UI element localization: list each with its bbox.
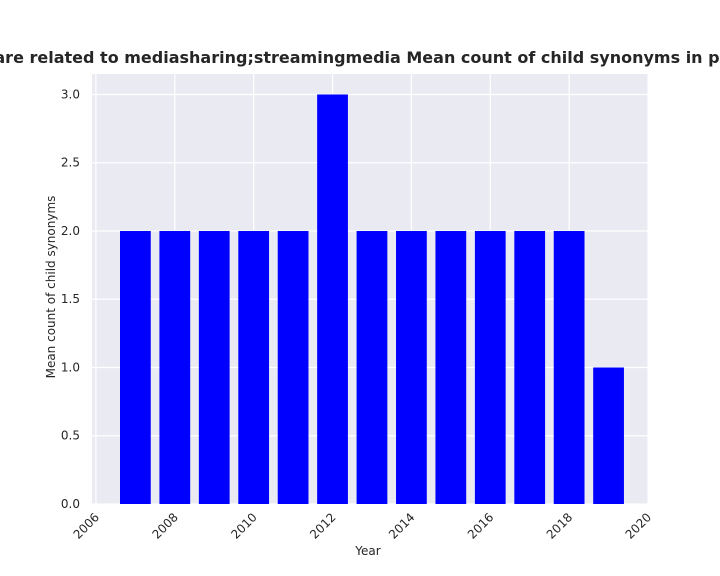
bar-2016 [474,230,506,504]
bar-2007 [119,230,151,504]
bar-2019 [593,367,624,504]
bar-2015 [435,230,467,504]
x-tick-label: 2020 [623,510,654,541]
y-tick-label: 3.0 [61,87,80,101]
bar-2013 [356,230,388,504]
bar-2014 [396,230,427,504]
chart-title: Categories are related to mediasharing;s… [0,48,720,67]
bar-2010 [238,230,270,504]
bar-2008 [159,230,191,504]
bar-2009 [198,230,230,504]
y-tick-labels: 0.0 0.5 1.0 1.5 2.0 2.5 3.0 [61,87,80,511]
x-tick-label: 2008 [149,510,180,541]
y-axis-label: Mean count of child synonyms [44,196,58,379]
x-tick-labels: 2006 2008 2010 2012 2014 2016 2018 2020 [71,510,655,541]
x-tick-label: 2016 [465,510,496,541]
y-tick-label: 2.0 [61,224,80,238]
y-tick-label: 1.5 [61,292,80,306]
bar-2011 [277,230,309,504]
bar-2017 [514,230,546,504]
y-tick-label: 1.0 [61,360,80,374]
bar-2012 [317,94,348,504]
y-tick-label: 0.0 [61,497,80,511]
x-tick-label: 2014 [386,510,417,541]
x-tick-label: 2018 [544,510,575,541]
x-tick-label: 2012 [307,510,338,541]
y-tick-label: 2.5 [61,156,80,170]
x-axis-label: Year [354,544,380,558]
bars [119,94,624,504]
x-tick-label: 2006 [71,510,102,541]
bar-2018 [553,230,585,504]
x-tick-label: 2010 [228,510,259,541]
y-tick-label: 0.5 [61,429,80,443]
